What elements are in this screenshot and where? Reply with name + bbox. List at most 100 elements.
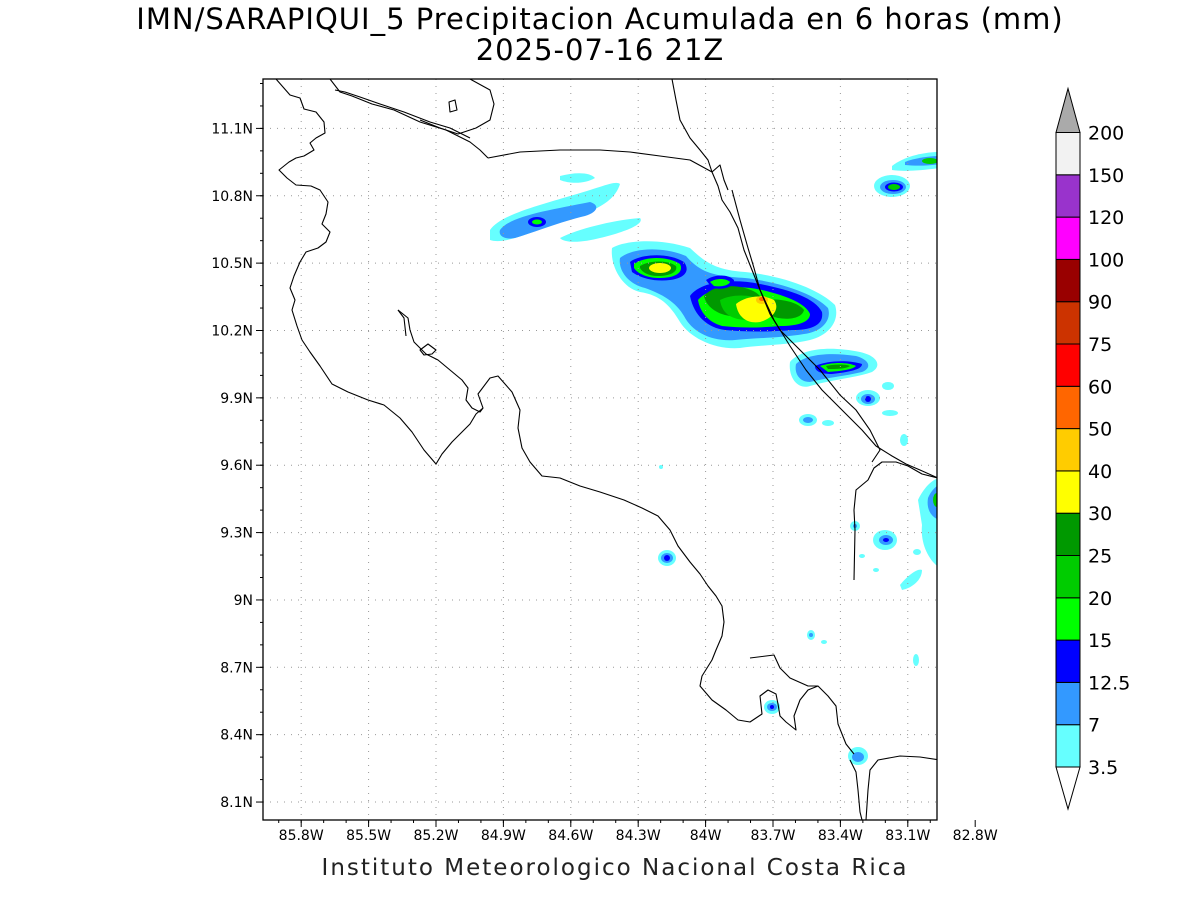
coastlines <box>275 79 937 820</box>
lat-tick-label: 10.8N <box>211 189 253 205</box>
colorbar-level-label: 40 <box>1088 461 1112 483</box>
colorbar-swatch <box>1055 724 1081 768</box>
bocas-del-toro-shore <box>853 461 937 581</box>
lon-tick-label: 82.8W <box>953 828 998 844</box>
colorbar-swatch <box>1055 681 1081 726</box>
rain-area-cyan <box>873 568 879 572</box>
colorbar-swatch <box>1055 470 1081 514</box>
lat-tick-label: 8.4N <box>220 728 253 744</box>
credit-line: Instituto Meteorologico Nacional Costa R… <box>321 855 909 881</box>
nicoya-north-coast <box>397 309 407 337</box>
colorbar-level-label: 30 <box>1088 503 1112 525</box>
colorbar: 3.5 7 12.5 15 20 25 30 40 50 60 75 90 100 120 150 200 <box>1055 86 1130 811</box>
colorbar-level-label: 15 <box>1088 630 1112 652</box>
lat-tick-label: 9.9N <box>220 391 253 407</box>
lon-tick-label: 85.2W <box>413 828 458 844</box>
rain-area-cyan <box>560 173 595 183</box>
map-frame <box>262 78 938 821</box>
map-area <box>263 79 937 820</box>
colorbar-level-label: 150 <box>1088 165 1124 187</box>
costa-rica-panama-border <box>731 189 881 463</box>
rain-area-cyan <box>900 434 908 446</box>
rain-area-cyan <box>913 654 919 666</box>
colorbar-level-label: 120 <box>1088 207 1124 229</box>
rain-area-cyan <box>659 465 663 469</box>
lon-tick-label: 83.4W <box>818 828 863 844</box>
colorbar-swatch <box>1055 597 1081 641</box>
colorbar-swatch <box>1055 174 1081 218</box>
rain-area-green <box>532 219 542 225</box>
chira-island <box>419 343 437 356</box>
lon-tick-label: 84W <box>690 828 722 844</box>
colorbar-swatch <box>1055 132 1081 176</box>
nicaragua-south-shore <box>711 164 729 191</box>
rain-area-cyan <box>900 569 922 590</box>
lon-tick-label: 83.7W <box>750 828 795 844</box>
lat-tick-label: 9N <box>234 593 253 609</box>
lat-tick-label: 9.3N <box>220 526 253 542</box>
upper-coast <box>419 79 495 135</box>
rain-area-cyan <box>560 218 641 242</box>
lat-tick-label: 10.2N <box>211 323 253 339</box>
colorbar-level-label: 200 <box>1088 123 1124 145</box>
colorbar-swatch <box>1055 428 1081 472</box>
colorbar-swatch <box>1055 301 1081 345</box>
colorbar-level-label: 90 <box>1088 292 1112 314</box>
lon-tick-label: 85.8W <box>279 828 324 844</box>
lon-tick-label: 85.5W <box>346 828 391 844</box>
map-datetime: 2025-07-16 21Z <box>475 33 725 67</box>
latitude-axis: 11.1N 10.8N 10.5N 10.2N 9.9N 9.6N 9.3N 9N 8.7N 8.… <box>211 82 263 811</box>
rain-area-cyan <box>913 549 921 555</box>
colorbar-level-label: 20 <box>1088 588 1112 610</box>
gulf-of-nicoya-shore <box>397 309 819 731</box>
gulf-top-shore <box>334 89 471 139</box>
rain-area-cyan <box>882 410 898 416</box>
colorbar-level-label: 50 <box>1088 419 1112 441</box>
longitude-axis: 85.8W 85.5W 85.2W 84.9W 84.6W 84.3W 84W 83.7W 83… <box>278 820 998 844</box>
lon-tick-label: 84.9W <box>481 828 526 844</box>
colorbar-level-label: 75 <box>1088 334 1112 356</box>
graticule <box>263 79 937 820</box>
rain-area-green <box>710 279 730 287</box>
rain-area-lightblue <box>927 486 937 519</box>
osa-peninsula-and-golfito <box>749 654 855 755</box>
rain-area-darkgreen <box>826 364 850 369</box>
colorbar-level-label: 100 <box>1088 249 1124 271</box>
rain-area-blue <box>770 705 774 709</box>
rain-area-cyan <box>859 554 865 558</box>
rain-area-green <box>933 493 937 507</box>
precipitation-field <box>490 152 937 765</box>
rain-area-blue <box>664 555 670 561</box>
burica-peninsula <box>849 755 937 820</box>
lat-tick-label: 8.7N <box>220 660 253 676</box>
rain-area-lightblue <box>803 417 813 423</box>
caribbean-coast <box>329 79 937 479</box>
colorbar-swatch <box>1055 512 1081 557</box>
rain-area-lightblue <box>809 633 813 637</box>
colorbar-swatch <box>1055 385 1081 430</box>
rain-area-cyan <box>822 420 834 426</box>
lon-tick-label: 84.6W <box>548 828 593 844</box>
colorbar-level-label: 25 <box>1088 546 1112 568</box>
lat-tick-label: 8.1N <box>220 795 253 811</box>
lat-tick-label: 10.5N <box>211 256 253 272</box>
rain-area-lightblue <box>499 202 597 239</box>
colorbar-level-label: 3.5 <box>1088 757 1118 779</box>
rain-area-blue <box>865 396 871 402</box>
rain-area-cyan <box>821 640 827 644</box>
lat-tick-label: 9.6N <box>220 458 253 474</box>
colorbar-lower-triangle <box>1055 766 1081 811</box>
rain-area-green <box>922 158 937 164</box>
lake-island <box>448 99 458 113</box>
colorbar-swatch <box>1055 343 1081 387</box>
rain-area-blue <box>883 538 889 542</box>
rain-area-yellow <box>649 263 671 273</box>
rain-area-green <box>888 184 900 190</box>
colorbar-level-label: 12.5 <box>1088 672 1130 694</box>
lon-tick-label: 83.1W <box>885 828 930 844</box>
colorbar-level-label: 60 <box>1088 376 1112 398</box>
lat-tick-label: 11.1N <box>211 121 253 137</box>
colorbar-upper-triangle <box>1055 86 1081 133</box>
nicaragua-lake-shore <box>275 79 484 465</box>
